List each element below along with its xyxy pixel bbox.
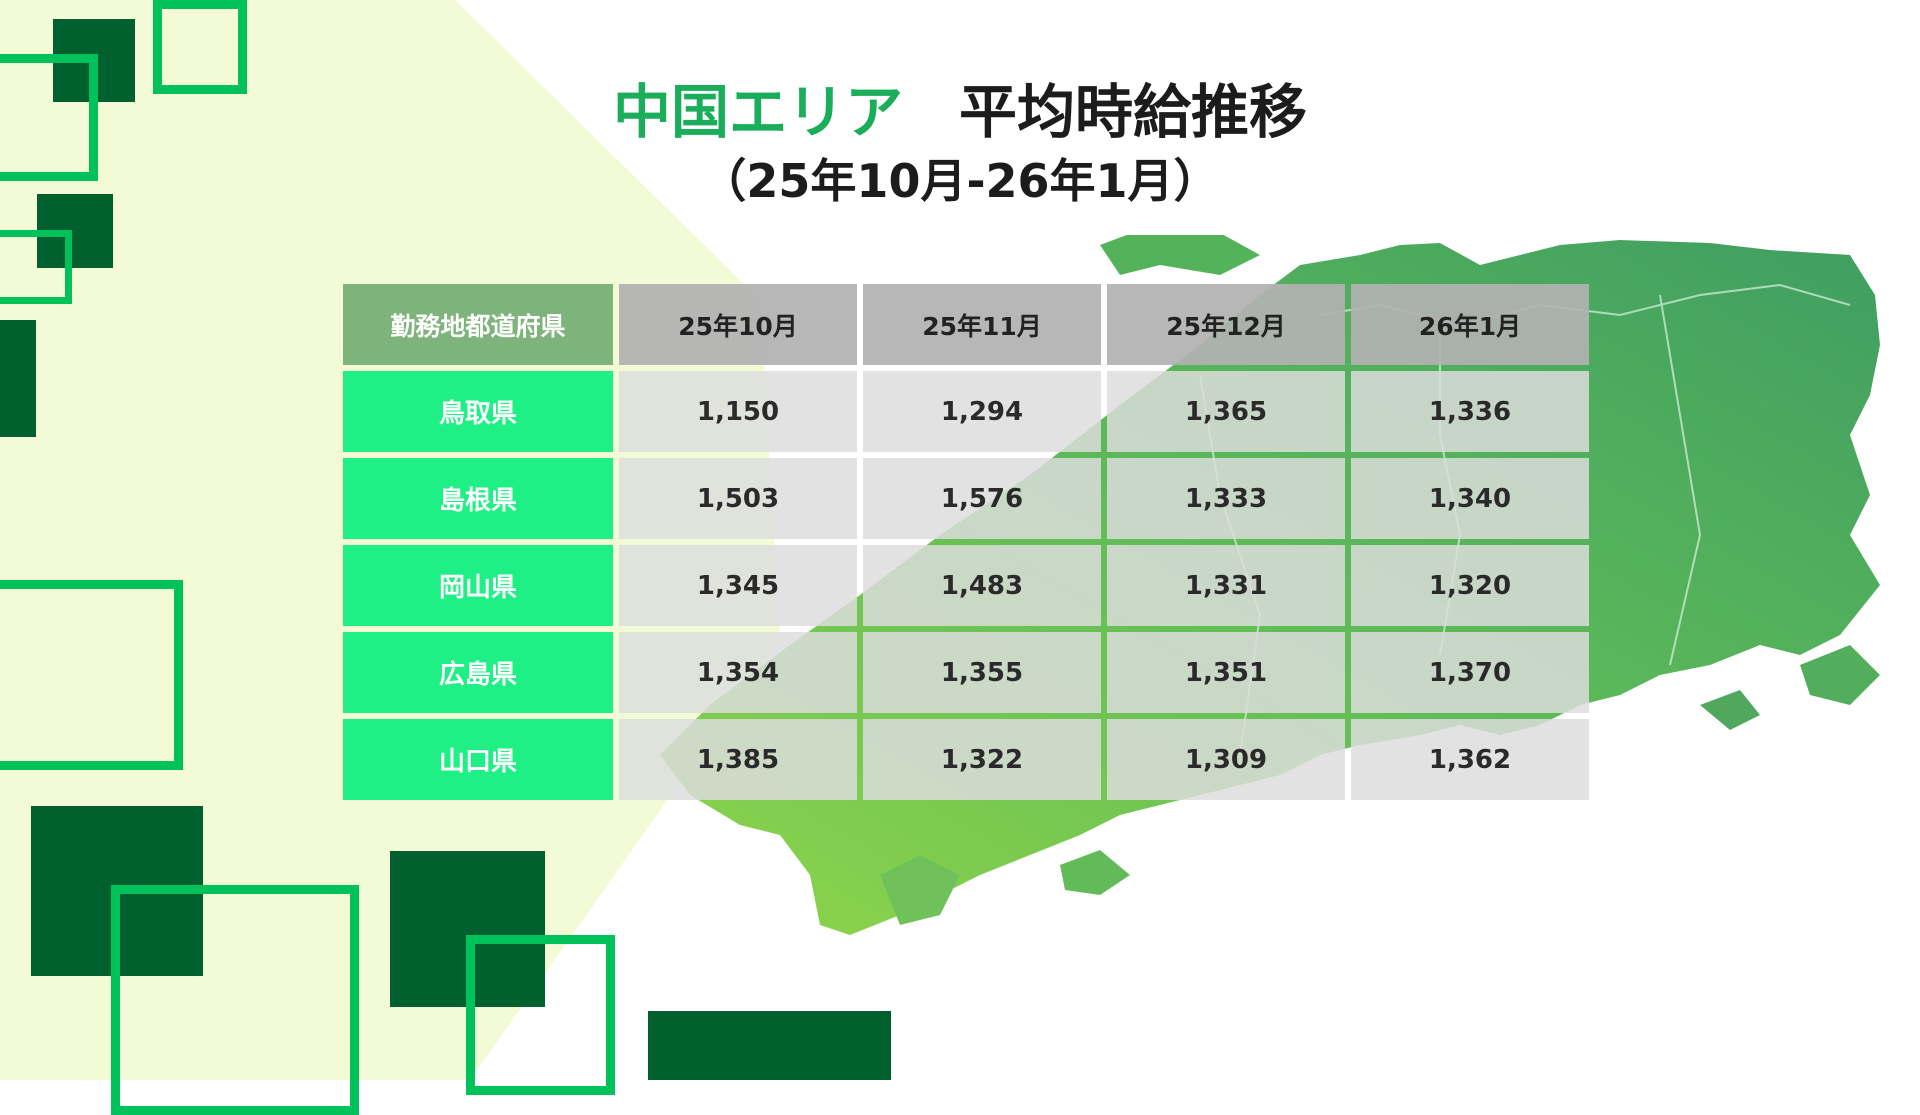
title-area-name: 中国エリア — [612, 78, 903, 146]
header-2025-11: 25年11月 — [863, 284, 1101, 365]
decor-square-outline-5 — [111, 885, 359, 1115]
title-period: （25年10月-26年1月） — [700, 154, 1220, 208]
wage-value-cell: 1,331 — [1107, 545, 1345, 626]
wage-value-cell: 1,340 — [1351, 458, 1589, 539]
wage-value-cell: 1,354 — [619, 632, 857, 713]
wage-value-cell: 1,370 — [1351, 632, 1589, 713]
wage-value-cell: 1,336 — [1351, 371, 1589, 452]
wage-value-cell: 1,322 — [863, 719, 1101, 800]
title-line-main: 中国エリア 平均時給推移 — [0, 72, 1920, 152]
row-prefecture-label: 岡山県 — [343, 545, 613, 626]
decor-square-outline-2 — [153, 0, 247, 94]
decor-square-outline-3 — [0, 230, 72, 304]
page-title: 中国エリア 平均時給推移 （25年10月-26年1月） — [0, 72, 1920, 212]
header-2025-10: 25年10月 — [619, 284, 857, 365]
wage-value-cell: 1,351 — [1107, 632, 1345, 713]
wage-value-cell: 1,345 — [619, 545, 857, 626]
wage-value-cell: 1,320 — [1351, 545, 1589, 626]
wage-value-cell: 1,503 — [619, 458, 857, 539]
wage-value-cell: 1,385 — [619, 719, 857, 800]
wage-value-cell: 1,355 — [863, 632, 1101, 713]
wage-value-cell: 1,365 — [1107, 371, 1345, 452]
header-prefecture: 勤務地都道府県 — [343, 284, 613, 365]
map-island-1 — [880, 855, 960, 925]
map-island-3 — [1800, 645, 1880, 705]
wage-value-cell: 1,362 — [1351, 719, 1589, 800]
header-2026-01: 26年1月 — [1351, 284, 1589, 365]
wage-table: 勤務地都道府県 25年10月 25年11月 25年12月 26年1月 鳥取県 1,150 1,… — [343, 284, 1589, 800]
title-main-text: 平均時給推移 — [959, 78, 1308, 146]
row-prefecture-label: 山口県 — [343, 719, 613, 800]
decor-square-outline-6 — [466, 935, 615, 1095]
map-north-coast — [1100, 235, 1260, 275]
wage-value-cell: 1,576 — [863, 458, 1101, 539]
header-2025-12: 25年12月 — [1107, 284, 1345, 365]
map-island-2 — [1060, 850, 1130, 895]
decor-square-outline-4 — [0, 580, 183, 770]
decor-square-outline-1 — [0, 54, 98, 181]
decor-bar-dark-bottom — [648, 1011, 891, 1080]
row-prefecture-label: 島根県 — [343, 458, 613, 539]
decor-bar-dark-left — [0, 320, 36, 437]
wage-value-cell: 1,309 — [1107, 719, 1345, 800]
row-prefecture-label: 広島県 — [343, 632, 613, 713]
wage-value-cell: 1,150 — [619, 371, 857, 452]
wage-value-cell: 1,483 — [863, 545, 1101, 626]
wage-value-cell: 1,333 — [1107, 458, 1345, 539]
wage-value-cell: 1,294 — [863, 371, 1101, 452]
row-prefecture-label: 鳥取県 — [343, 371, 613, 452]
map-island-4 — [1700, 690, 1760, 730]
